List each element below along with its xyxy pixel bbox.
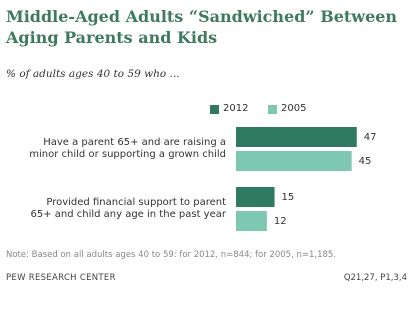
legend-swatch xyxy=(210,105,219,114)
source-ref: Q21,27, P1,3,4 xyxy=(343,273,407,283)
bar xyxy=(236,187,275,207)
bar xyxy=(236,151,352,171)
bar xyxy=(236,211,267,231)
chart-title: Middle-Aged Adults “Sandwiched” Between … xyxy=(6,7,398,47)
value-label: 47 xyxy=(363,131,377,143)
legend-label: 2005 xyxy=(281,103,307,114)
value-label: 12 xyxy=(273,215,287,227)
note: Note: Based on all adults ages 40 to 59:… xyxy=(6,250,337,260)
category-label: Provided financial support to parent 65+… xyxy=(30,197,226,220)
value-label: 45 xyxy=(358,155,372,167)
source: PEW RESEARCH CENTER xyxy=(6,273,116,283)
legend-swatch xyxy=(268,105,277,114)
bar xyxy=(236,127,357,147)
legend-label: 2012 xyxy=(223,103,249,114)
category-label: Have a parent 65+ and are raising a mino… xyxy=(29,137,226,160)
chart-subtitle: % of adults ages 40 to 59 who ... xyxy=(6,68,180,80)
value-label: 15 xyxy=(281,191,295,203)
